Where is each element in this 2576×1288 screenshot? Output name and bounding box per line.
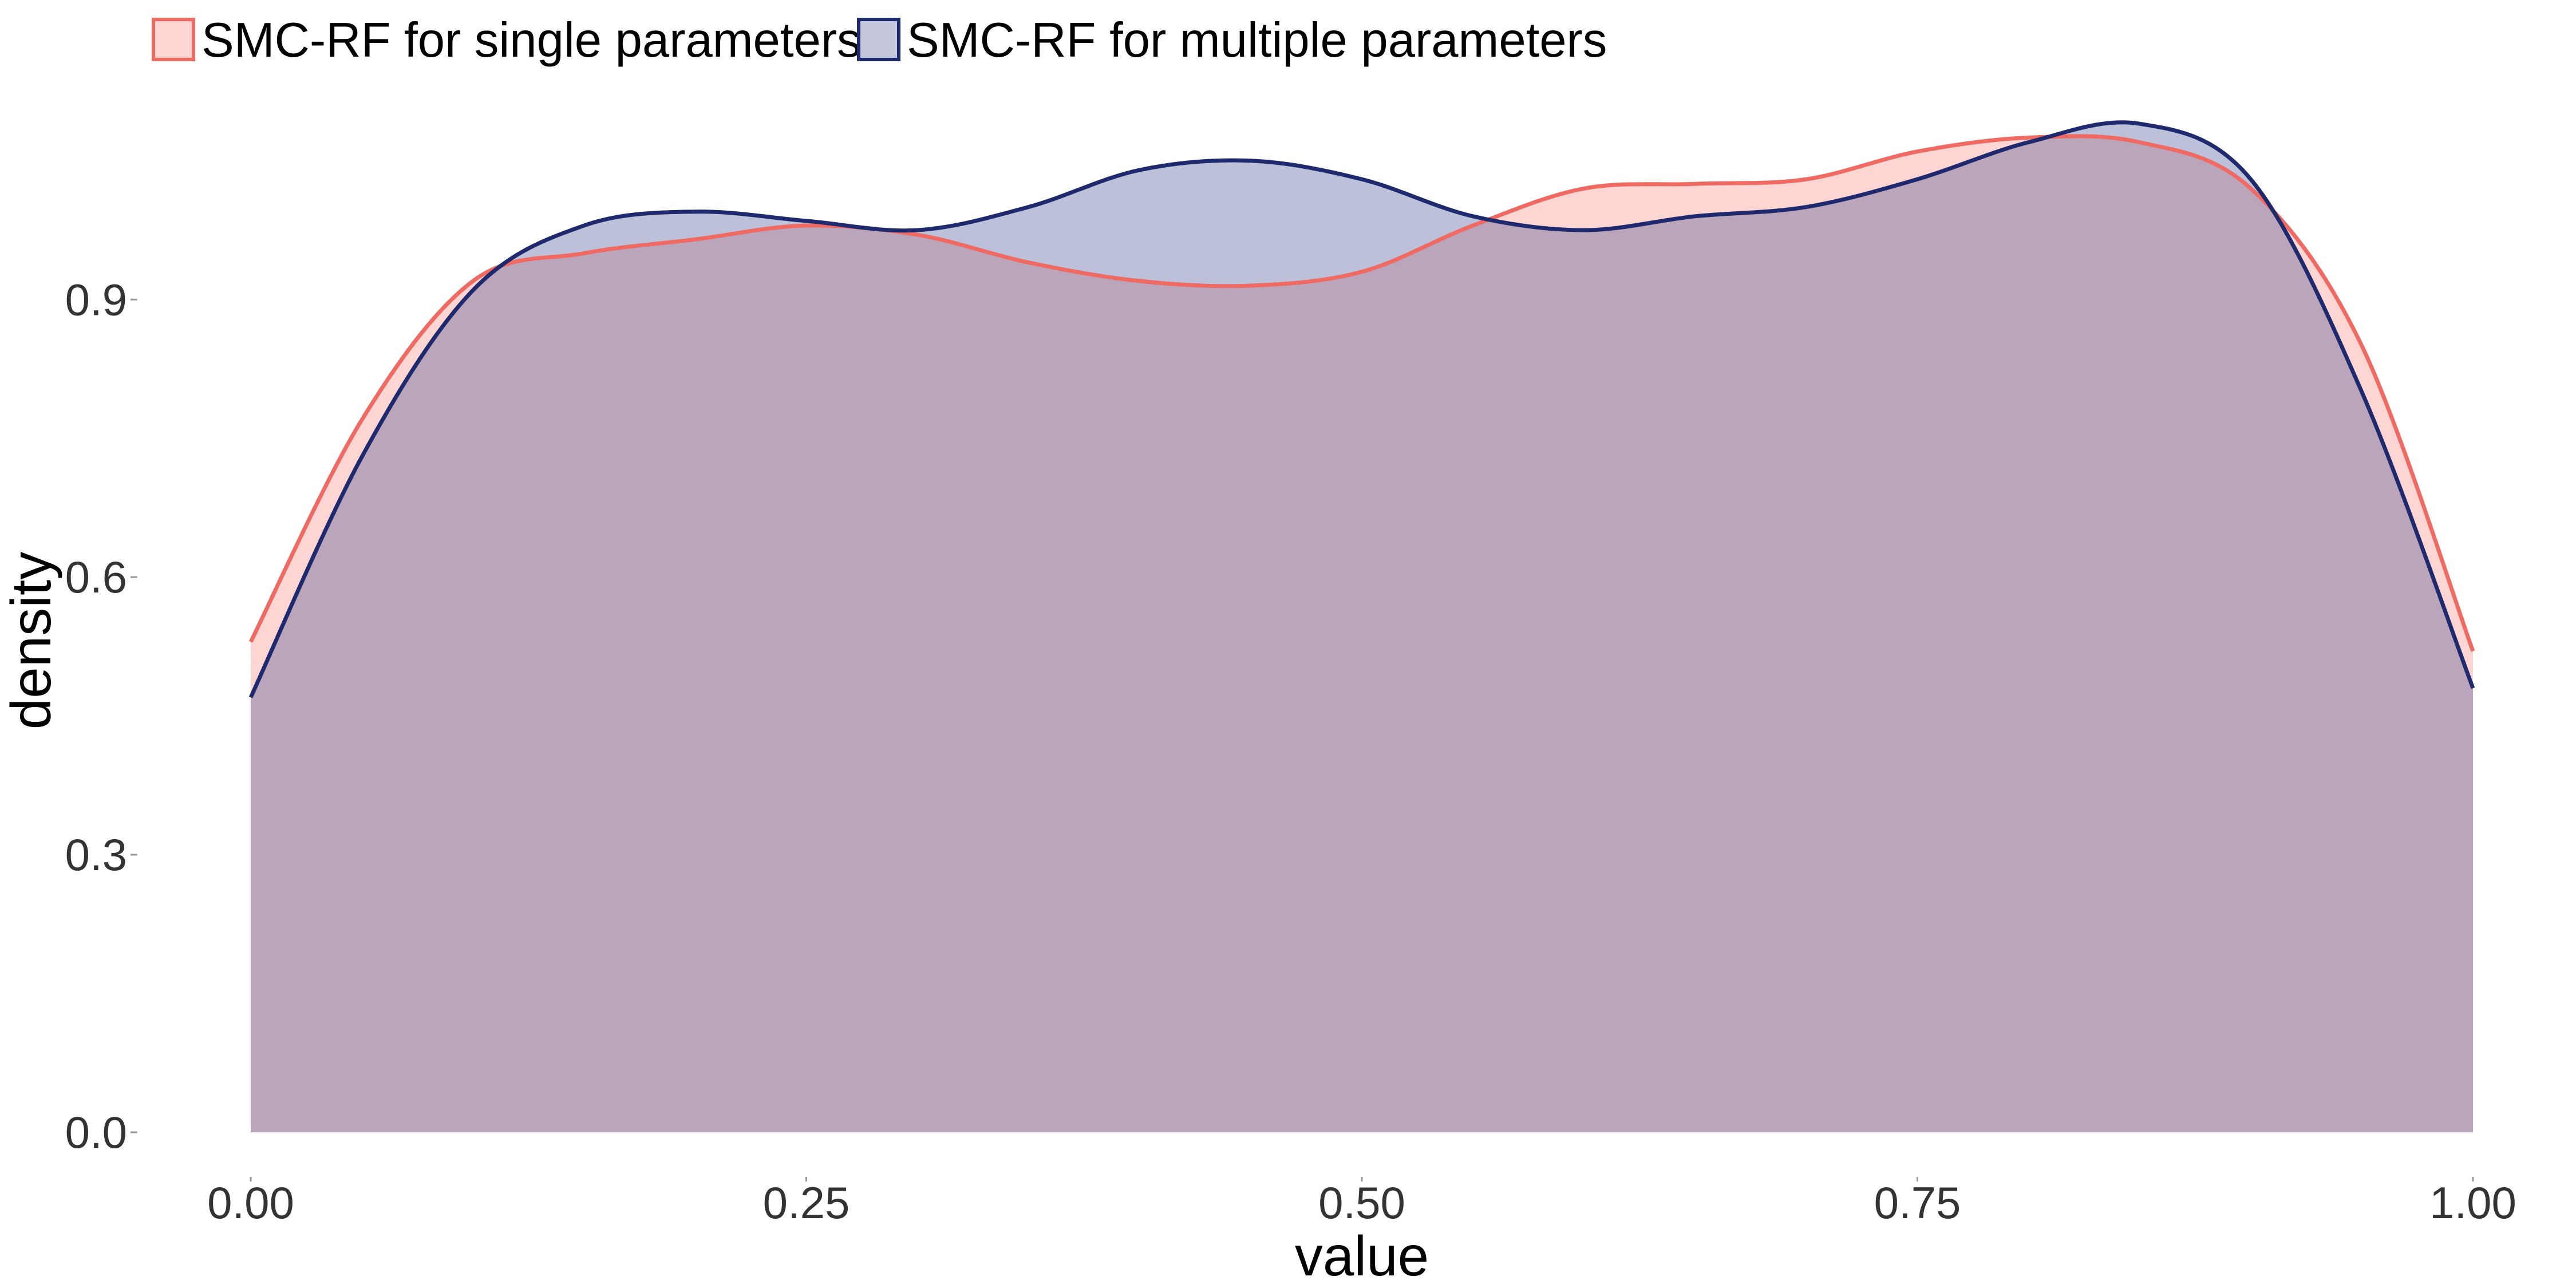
legend-label-2: SMC-RF for multiple parameters <box>907 13 1607 68</box>
legend-label-1: SMC-RF for single parameters <box>202 13 862 68</box>
series-area-2 <box>251 122 2473 1132</box>
plot-area <box>251 122 2473 1132</box>
x-tick-label: 0.75 <box>1874 1178 1961 1228</box>
y-axis-title: density <box>0 552 62 730</box>
series-area-1 <box>251 136 2473 1132</box>
x-axis-title: value <box>1295 1224 1429 1287</box>
x-tick-label: 0.25 <box>763 1178 850 1228</box>
x-tick-label: 0.50 <box>1318 1178 1405 1228</box>
y-tick-label: 0.6 <box>65 552 127 602</box>
legend: SMC-RF for single parameters SMC-RF for m… <box>152 13 1607 68</box>
series-line-1 <box>248 134 2475 652</box>
legend-swatch-1 <box>152 18 195 61</box>
y-tick-label: 0.9 <box>65 274 127 325</box>
x-tick-label: 1.00 <box>2429 1178 2516 1228</box>
series-line-2 <box>248 120 2475 698</box>
y-tick-label: 0.3 <box>65 829 127 880</box>
y-tick-label: 0.0 <box>65 1107 127 1157</box>
x-axis: 0.00 0.25 0.50 0.75 1.00 <box>207 1177 2516 1228</box>
series-lines <box>248 120 2475 698</box>
x-tick-label: 0.00 <box>207 1178 294 1228</box>
legend-swatch-2 <box>857 18 900 61</box>
y-axis: 0.0 0.3 0.6 0.9 <box>65 274 137 1157</box>
